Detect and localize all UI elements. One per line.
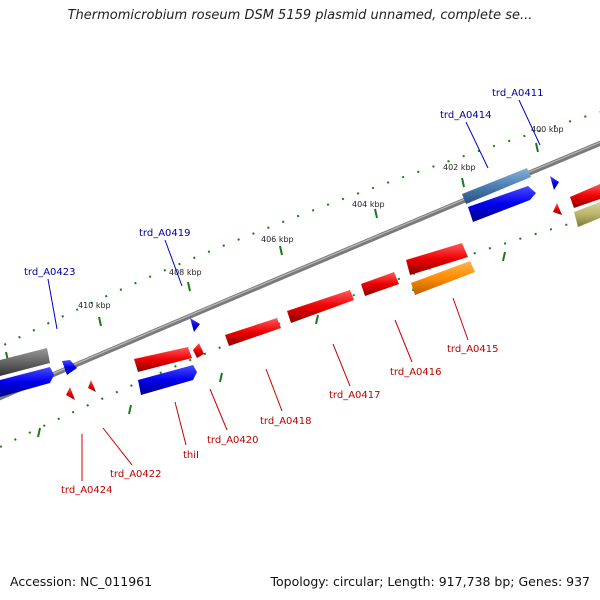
gene-label-trd-a0417[interactable]: trd_A0417 [329, 390, 381, 401]
scale-label-402: 402 kbp [443, 163, 476, 172]
gene-label-trd-a0415[interactable]: trd_A0415 [447, 344, 499, 355]
gene-trd-a0414-steel[interactable] [462, 168, 531, 204]
top-leaders [47, 99, 541, 330]
bottom-leaders [81, 297, 469, 481]
gene-trd-a0418[interactable] [225, 318, 281, 346]
major-ticks [5, 142, 539, 438]
gene-trd-a0417[interactable] [287, 290, 354, 323]
gene-trd-a0420[interactable] [193, 343, 204, 358]
gene-label-trd-a0414[interactable]: trd_A0414 [440, 110, 492, 121]
scale-label-404: 404 kbp [352, 200, 385, 209]
gene-label-trd-a0416[interactable]: trd_A0416 [390, 367, 442, 378]
gene-label-thii[interactable]: thiI [183, 450, 199, 461]
gene-trd-a0414[interactable] [468, 186, 536, 222]
gene-gray[interactable] [0, 348, 50, 376]
gene-red-small-right[interactable] [553, 203, 562, 215]
gene-blue-small-a[interactable] [62, 360, 77, 375]
gene-label-trd-a0422[interactable]: trd_A0422 [110, 469, 162, 480]
gene-trd-a0422[interactable] [88, 380, 96, 392]
accession-text: Accession: NC_011961 [10, 574, 153, 589]
scale-label-410: 410 kbp [78, 301, 111, 310]
scale-label-406: 406 kbp [261, 235, 294, 244]
gene-label-trd-a0420[interactable]: trd_A0420 [207, 435, 259, 446]
gene-trd-a0423[interactable] [0, 367, 54, 397]
reverse-genes [66, 184, 600, 400]
gene-trd-a0424[interactable] [66, 387, 75, 400]
gene-red-right[interactable] [570, 184, 600, 208]
gene-label-trd-a0411[interactable]: trd_A0411 [492, 88, 544, 99]
gene-blue-lower[interactable] [138, 365, 197, 395]
topology-summary: Topology: circular; Length: 917,738 bp; … [270, 574, 591, 589]
gene-label-trd-a0418[interactable]: trd_A0418 [260, 416, 312, 427]
gene-trd-a0416[interactable] [406, 243, 468, 275]
scale-label-400: 400 kbp [531, 125, 564, 134]
map-title: Thermomicrobium roseum DSM 5159 plasmid … [67, 8, 533, 23]
gene-trd-a0411[interactable] [550, 176, 559, 190]
gene-thiI[interactable] [134, 347, 192, 372]
gene-label-trd-a0419[interactable]: trd_A0419 [139, 228, 191, 239]
gene-trd-a0415[interactable] [411, 261, 475, 295]
forward-genes [0, 168, 559, 397]
gene-label-trd-a0423[interactable]: trd_A0423 [24, 267, 76, 278]
gene-trd-a0419[interactable] [190, 318, 200, 332]
gene-khaki-right[interactable] [574, 202, 600, 227]
gene-trd-a0417-b[interactable] [361, 272, 399, 296]
scale-ring-inner [0, 214, 600, 448]
gene-label-trd-a0424[interactable]: trd_A0424 [61, 485, 113, 496]
scale-label-408: 408 kbp [169, 268, 202, 277]
